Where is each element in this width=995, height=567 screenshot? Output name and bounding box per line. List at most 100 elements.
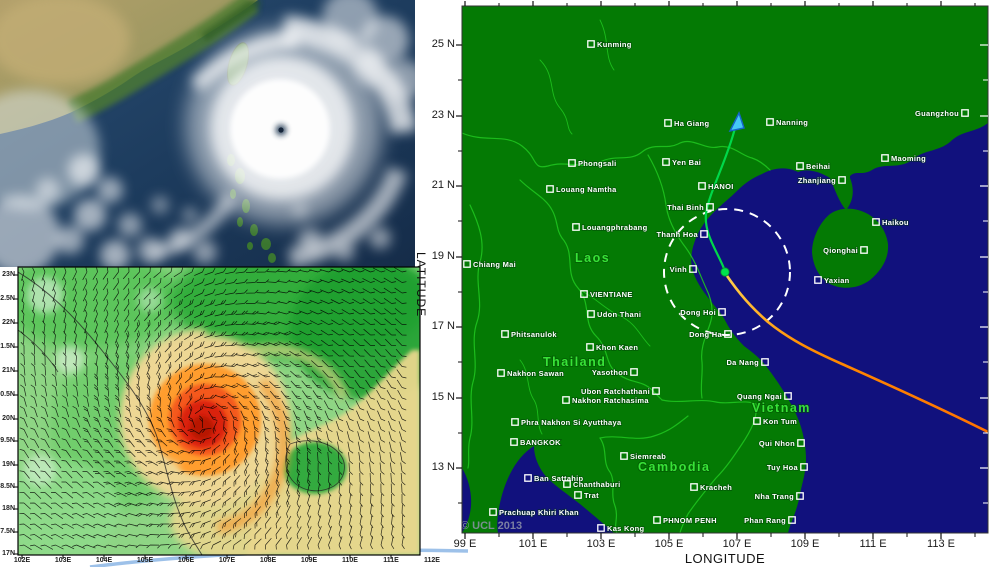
city-marker-khon-kaen: Khon Kaen (586, 342, 639, 353)
lon-tick-label: 111 E (859, 538, 887, 550)
wind-lon-label: 109E (300, 557, 318, 564)
svg-text:Thanh Hoa: Thanh Hoa (657, 230, 699, 239)
uncertainty-circle (663, 208, 791, 336)
city-marker-nakhon-ratchasima: Nakhon Ratchasima (562, 395, 650, 406)
svg-text:Qui Nhon: Qui Nhon (759, 439, 795, 448)
lon-tick-label: 101 E (518, 538, 548, 550)
wind-lat-label: 23N (2, 271, 15, 278)
svg-text:Vinh: Vinh (670, 265, 687, 274)
svg-text:Phongsali: Phongsali (578, 159, 617, 168)
wind-lat-label: 9.5N (0, 437, 15, 444)
lon-tick-label: 113 E (927, 538, 955, 550)
svg-text:Nha Trang: Nha Trang (755, 492, 794, 501)
country-labels: Laos Thailand Cambodia Vietnam (542, 250, 810, 475)
storm-track (663, 111, 988, 434)
svg-text:Dong Ha: Dong Ha (689, 330, 722, 339)
city-marker-qui-nhon: Qui Nhon (758, 438, 805, 449)
city-marker-kunming: Kunming (587, 39, 632, 50)
city-marker-yen-bai: Yen Bai (662, 157, 702, 168)
city-marker-kracheh: Kracheh (690, 482, 733, 493)
svg-text:Louang Namtha: Louang Namtha (556, 185, 617, 194)
wind-lat-label: 7.5N (0, 528, 15, 535)
city-marker-chanthaburi: Chanthaburi (563, 479, 621, 490)
svg-text:Yen Bai: Yen Bai (672, 158, 701, 167)
svg-text:Nakhon Sawan: Nakhon Sawan (507, 369, 564, 378)
svg-text:Chiang Mai: Chiang Mai (473, 260, 516, 269)
hainan-island (812, 208, 889, 288)
wind-lat-label: 22N (2, 319, 15, 326)
lon-tick-label: 99 E (453, 538, 477, 550)
svg-text:Yasothon: Yasothon (592, 368, 628, 377)
svg-text:PHNOM PENH: PHNOM PENH (663, 516, 717, 525)
svg-text:Maoming: Maoming (891, 154, 926, 163)
city-marker-kon-tum: Kon Tum (753, 416, 798, 427)
svg-text:Phitsanulok: Phitsanulok (511, 330, 557, 339)
city-marker-nakhon-sawan: Nakhon Sawan (497, 368, 565, 379)
city-marker-phnom-penh: PHNOM PENH (653, 515, 717, 526)
gulf-of-thailand (497, 446, 614, 533)
city-marker-dong-ha: Dong Ha (688, 329, 732, 340)
city-marker-yaxian: Yaxian (814, 275, 850, 286)
typhoon-cloud-mass (148, 15, 415, 267)
city-markers: Kunming Ha Giang Nanning Guangzhou Phongsali… (463, 39, 969, 533)
svg-text:Thai Binh: Thai Binh (667, 203, 704, 212)
svg-text:Kracheh: Kracheh (700, 483, 732, 492)
city-marker-thanh-hoa: Thanh Hoa (656, 229, 708, 240)
svg-text:Qionghai: Qionghai (823, 246, 858, 255)
track-map-frame (461, 5, 989, 534)
city-marker-da-nang: Da Nang (726, 357, 769, 368)
svg-text:Phan Rang: Phan Rang (744, 516, 786, 525)
wind-lon-label: 105E (136, 557, 154, 564)
svg-text:Louangphrabang: Louangphrabang (582, 223, 648, 232)
city-marker-ha-giang: Ha Giang (664, 118, 710, 129)
svg-text:Kas Kong: Kas Kong (607, 524, 645, 533)
wind-lon-label: 102E (13, 557, 31, 564)
coast-ridge (201, 0, 262, 43)
wind-lon-label: 106E (177, 557, 195, 564)
wind-lon-label: 104E (95, 557, 113, 564)
svg-text:Ha Giang: Ha Giang (674, 119, 709, 128)
city-marker-ubon-ratchathani: Ubon Ratchathani (580, 386, 660, 397)
wind-lat-label: 21N (2, 367, 15, 374)
storm-position-dot (720, 267, 730, 277)
wind-lon-label: 111E (383, 557, 399, 564)
city-marker-phra-nakhon-si-ayutthaya: Phra Nakhon Si Ayutthaya (511, 417, 622, 428)
wind-lat-label: 20N (2, 415, 15, 422)
svg-text:VIENTIANE: VIENTIANE (590, 290, 633, 299)
wind-lat-label: 19N (2, 461, 15, 468)
svg-text:Chanthaburi: Chanthaburi (573, 480, 620, 489)
wind-lon-label: 107E (218, 557, 236, 564)
wind-barb-model-chart (13, 266, 421, 559)
city-marker-udon-thani: Udon Thani (587, 309, 642, 320)
city-marker-kas-kong: Kas Kong (597, 523, 645, 533)
lat-tick-label: 13 N (431, 461, 455, 473)
inland-terrain (0, 0, 130, 85)
city-marker-yasothon: Yasothon (591, 367, 638, 378)
wind-chart-ticks (13, 274, 392, 559)
wind-lat-label: 8.5N (0, 483, 15, 490)
svg-text:Prachuap Khiri Khan: Prachuap Khiri Khan (499, 508, 579, 517)
svg-text:Siemreab: Siemreab (630, 452, 666, 461)
copyright-notice: © UCL 2013 (461, 520, 522, 532)
svg-text:Phra Nakhon Si Ayutthaya: Phra Nakhon Si Ayutthaya (521, 418, 622, 427)
wind-lon-label: 112E (424, 557, 440, 564)
svg-text:Dong Hoi: Dong Hoi (680, 308, 716, 317)
svg-text:Kunming: Kunming (597, 40, 632, 49)
city-marker-guangzhou: Guangzhou (914, 108, 969, 119)
country-label-thailand: Thailand (543, 355, 606, 369)
svg-text:Quang Ngai: Quang Ngai (737, 392, 782, 401)
city-marker-zhanjiang: Zhanjiang (797, 175, 846, 186)
city-marker-beihai: Beihai (796, 161, 831, 172)
svg-text:Tuy Hoa: Tuy Hoa (767, 463, 799, 472)
svg-text:Nakhon Ratchasima: Nakhon Ratchasima (572, 396, 649, 405)
lat-tick-label: 15 N (431, 391, 455, 403)
svg-text:Trat: Trat (584, 491, 599, 500)
city-marker-qionghai: Qionghai (822, 245, 868, 256)
track-line-green (704, 126, 737, 273)
city-marker-thai-binh: Thai Binh (666, 202, 714, 213)
svg-text:Yaxian: Yaxian (824, 276, 850, 285)
longitude-axis-title: LONGITUDE (684, 551, 766, 566)
country-label-laos: Laos (575, 251, 610, 265)
city-marker-maoming: Maoming (881, 153, 927, 164)
